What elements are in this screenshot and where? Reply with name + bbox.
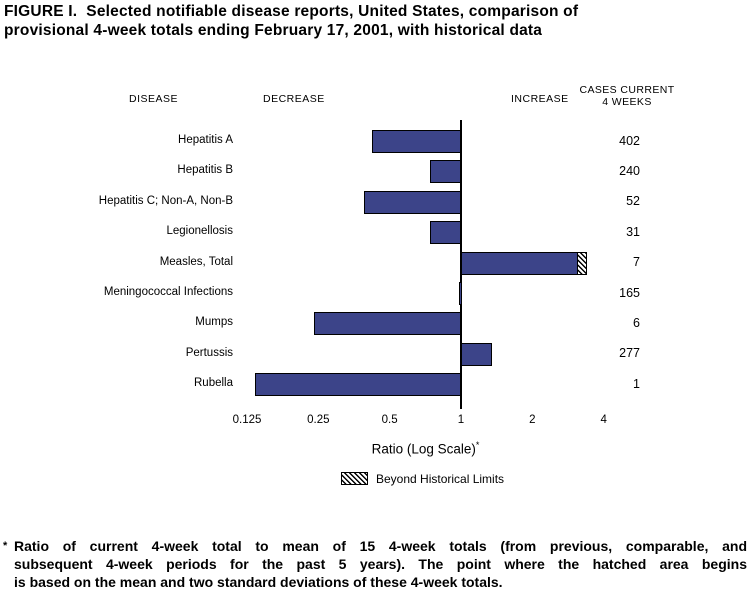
bar-value: 1 [633,376,640,391]
column-header-disease: DISEASE [129,93,179,105]
x-axis-label: Ratio (Log Scale)* [247,440,604,457]
legend: Beyond Historical Limits [341,470,504,488]
bar [371,130,461,153]
bar-label: Mumps [195,316,233,329]
footnote-line2: subsequent 4-week periods for the past 5… [14,556,747,572]
x-axis-tick-label: 2 [529,414,536,426]
bar [254,373,461,397]
bar-label: Hepatitis B [177,164,233,177]
footnote-marker: * [3,540,8,552]
column-header-increase: INCREASE [511,93,569,105]
figure-title-line1: FIGURE I. Selected notifiable disease re… [4,3,579,20]
bar-value: 240 [619,163,640,178]
x-axis-label-marker: * [475,440,480,450]
beyond-limits-hatch-swatch [341,472,368,486]
footnote-line3: is based on the mean and two standard de… [14,574,503,590]
bar [430,221,461,245]
bar-value: 165 [619,285,640,300]
bar-value: 6 [633,315,640,330]
beyond-limits-segment [577,251,587,275]
legend-label: Beyond Historical Limits [376,471,505,486]
bar-label: Rubella [194,377,233,390]
bar-label: Meningococcal Infections [103,286,233,298]
bar-value: 402 [619,133,640,148]
footnote: * Ratio of current 4-week total to mean … [3,537,747,591]
x-axis-tick-label: 0.25 [307,414,330,426]
footnote-line1: Ratio of current 4-week total to mean of… [14,538,747,554]
bar [430,160,461,184]
column-header-decrease: DECREASE [263,93,325,105]
column-header-cases-current: CASES CURRENT 4 WEEKS [568,84,686,108]
figure-title-line2: provisional 4-week totals ending Februar… [4,22,543,39]
figure-title: FIGURE I. Selected notifiable disease re… [4,2,578,40]
bar-label: Legionellosis [166,225,234,238]
bar [364,190,461,214]
bar-value: 31 [626,224,640,239]
bar [314,312,461,336]
column-header-cases-line2: 4 WEEKS [602,96,652,108]
bar [459,282,463,305]
x-axis-tick-label: 0.125 [232,414,262,426]
bar [460,342,492,366]
column-header-cases-line1: CASES CURRENT [579,84,675,96]
bar-label: Pertussis [185,346,233,359]
x-axis-tick-label: 1 [457,414,465,426]
x-axis-tick-label: 0.5 [381,414,398,426]
bar-label: Hepatitis C; Non-A, Non-B [98,194,233,207]
bar-value: 277 [619,346,640,361]
bar-label: Measles, Total [159,255,233,268]
bar-label: Hepatitis A [178,134,233,146]
x-axis-tick-label: 4 [600,414,607,426]
bar-value: 7 [633,255,640,270]
bar-value: 52 [626,194,640,209]
x-axis-label-text: Ratio (Log Scale) [371,441,476,457]
bar [460,251,587,275]
